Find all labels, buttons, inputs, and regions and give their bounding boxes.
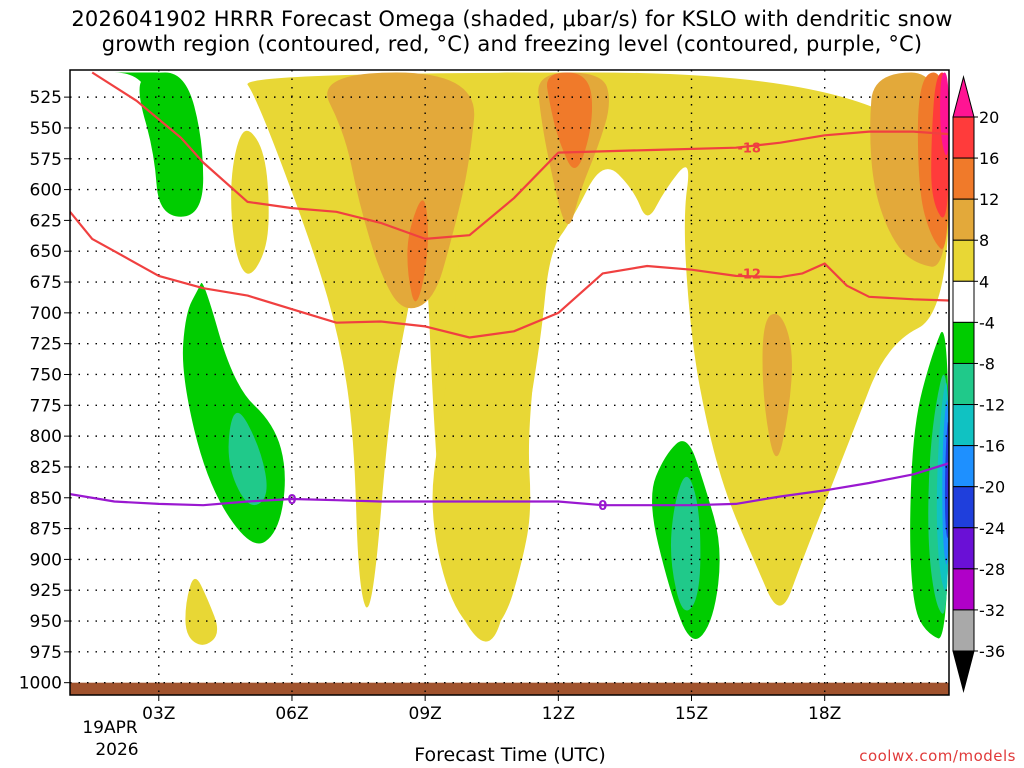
- y-tick-label: 825: [30, 458, 62, 478]
- y-tick-label: 850: [30, 489, 62, 509]
- colorbar-label: -28: [979, 560, 1005, 579]
- y-tick-label: 1000: [19, 674, 62, 694]
- colorbar-swatch: [952, 445, 975, 488]
- colorbar-label: -32: [979, 601, 1005, 620]
- colorbar-swatch: [952, 404, 975, 447]
- y-tick-label: 925: [30, 581, 62, 601]
- colorbar-label: -12: [979, 396, 1005, 415]
- omega-region-4: [327, 72, 475, 309]
- colorbar-label: 8: [979, 231, 989, 250]
- omega-region-23: [944, 421, 949, 539]
- ground-band: [70, 682, 949, 695]
- y-tick-label: 975: [30, 643, 62, 663]
- omega-region-7: [762, 313, 792, 457]
- y-tick-label: 900: [30, 550, 62, 570]
- colorbar-label: 4: [979, 272, 989, 291]
- isotherm-labels: -18 -12 0 0: [287, 142, 761, 514]
- isotherm-line-2: [70, 462, 949, 507]
- x-tick-label: 06Z: [275, 704, 308, 724]
- colorbar-label: -8: [979, 354, 995, 373]
- y-tick-label: 550: [30, 119, 62, 139]
- omega-region-18: [228, 412, 267, 506]
- colorbar-bottom-arrow: [952, 650, 975, 693]
- omega-shading: [104, 72, 949, 645]
- x-axis-title: Forecast Time (UTC): [414, 744, 606, 766]
- colorbar-label: -4: [979, 313, 995, 332]
- omega-region-3: [185, 578, 218, 645]
- y-axis: 525 550 575 600 625 650 675 700 725 750 775 800 825 8…: [19, 88, 70, 694]
- isotherm-lines: [70, 71, 949, 507]
- isotherm-label: 0: [598, 499, 607, 514]
- y-tick-label: 700: [30, 304, 62, 324]
- colorbar-swatch: [952, 486, 975, 529]
- date-label-year: 2026: [95, 740, 138, 760]
- isotherm-label: -12: [737, 267, 761, 282]
- colorbar-label: -20: [979, 478, 1005, 497]
- y-tick-label: 875: [30, 520, 62, 540]
- x-tick-label: 03Z: [142, 704, 175, 724]
- colorbar-swatch: [952, 280, 975, 323]
- colorbar-label: -24: [979, 519, 1005, 538]
- isotherm-line-1: [70, 211, 949, 339]
- x-tick-label: 12Z: [542, 704, 575, 724]
- colorbar-label: -36: [979, 642, 1005, 661]
- date-label-day: 19APR: [82, 718, 138, 738]
- colorbar-label: -16: [979, 437, 1005, 456]
- colorbar-label: 16: [979, 149, 999, 168]
- isotherm-line-0: [91, 71, 949, 240]
- y-tick-label: 950: [30, 612, 62, 632]
- colorbar-swatch: [952, 362, 975, 406]
- y-tick-label: 750: [30, 365, 62, 385]
- y-tick-label: 575: [30, 150, 62, 170]
- isotherm-label: -18: [737, 142, 761, 157]
- colorbar-label: 12: [979, 190, 999, 209]
- y-tick-label: 675: [30, 273, 62, 293]
- y-tick-label: 625: [30, 211, 62, 231]
- y-tick-label: 800: [30, 427, 62, 447]
- y-tick-label: 600: [30, 181, 62, 201]
- colorbar-swatch: [952, 157, 975, 200]
- isotherm-label: 0: [287, 493, 296, 508]
- colorbar-swatch: [952, 568, 975, 611]
- x-tick-label: 15Z: [675, 704, 708, 724]
- colorbar-swatch: [952, 116, 975, 159]
- colorbar-label: 20: [979, 108, 999, 127]
- y-tick-label: 725: [30, 335, 62, 355]
- y-tick-label: 775: [30, 396, 62, 416]
- omega-region-14: [139, 72, 204, 217]
- x-axis: 03Z 06Z 09Z 12Z 15Z 18Z: [142, 695, 841, 724]
- colorbar: 20 16 12 8 4 -4 -8 -12 -16 -20 -24 -28 -32 -36: [952, 75, 1005, 693]
- omega-region-19: [670, 476, 701, 611]
- credit-link[interactable]: coolwx.com/models: [859, 747, 1016, 765]
- colorbar-swatch: [952, 198, 975, 241]
- chart-title: 2026041902 HRRR Forecast Omega (shaded, …: [71, 7, 953, 31]
- colorbar-swatch: [952, 239, 975, 282]
- omega-region-9: [407, 200, 428, 302]
- plot-frame: [69, 69, 950, 696]
- colorbar-swatch: [952, 321, 975, 364]
- y-tick-label: 525: [30, 88, 62, 108]
- omega-region-1: [432, 72, 562, 634]
- colorbar-swatch: [952, 609, 975, 652]
- chart-title-line2: growth region (contoured, red, °C) and f…: [101, 32, 923, 56]
- x-tick-label: 18Z: [808, 704, 841, 724]
- colorbar-swatch: [952, 527, 975, 570]
- ground-fill: [70, 682, 949, 695]
- x-tick-label: 09Z: [409, 704, 442, 724]
- y-tick-label: 650: [30, 242, 62, 262]
- colorbar-top-arrow: [952, 75, 975, 118]
